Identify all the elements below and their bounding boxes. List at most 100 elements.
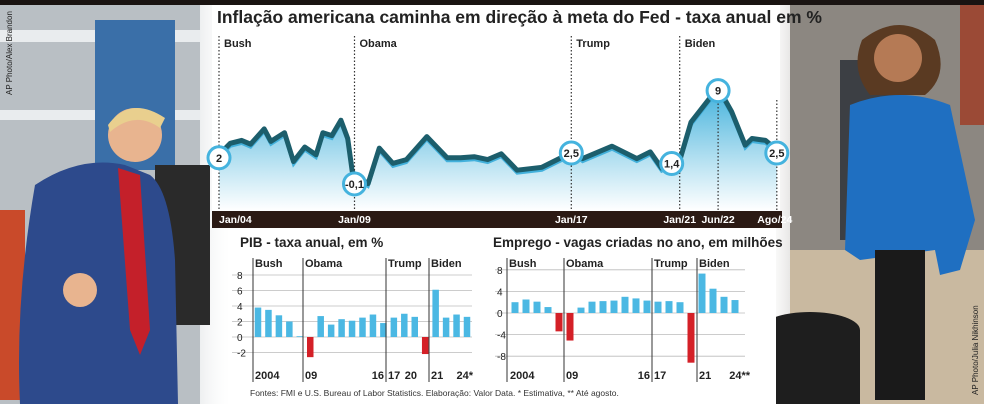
period-label-obama: Obama — [566, 258, 604, 270]
bar-2024** — [731, 300, 739, 313]
bar-2019 — [411, 316, 418, 337]
bar-2009 — [566, 313, 574, 341]
bar-2010 — [317, 316, 324, 337]
gdp-chart-title: PIB - taxa anual, em % — [240, 235, 383, 250]
x-tick-label: Jun/22 — [701, 214, 734, 226]
value-marker-circle — [764, 140, 790, 166]
x-tick-label: Jan/21 — [663, 214, 696, 226]
bar-2019 — [676, 302, 684, 313]
period-label-obama: Obama — [305, 258, 343, 270]
value-marker-label: -0,1 — [345, 179, 364, 191]
left-photo: AP Photo/Alex Brandon — [0, 5, 235, 404]
period-label-bush: Bush — [509, 258, 537, 270]
y-tick-label: -4 — [497, 331, 506, 342]
x-tick-label: 21 — [699, 370, 711, 382]
bar-2009 — [307, 337, 314, 358]
period-label-trump: Trump — [654, 258, 688, 270]
jobs-chart: 8 4 0 -4 -8 Bush Obama Trump Biden 2004 09 16 17 21 24… — [495, 258, 751, 382]
bar-2006 — [275, 315, 283, 337]
bar-2018 — [665, 301, 673, 313]
sources-footnote: Fontes: FMI e U.S. Bureau of Labor Stati… — [250, 388, 619, 398]
value-marker: 2 — [206, 145, 232, 171]
period-label-bush: Bush — [255, 258, 283, 270]
bar-2012 — [338, 319, 345, 337]
value-marker: 1,4 — [659, 151, 685, 177]
value-marker-circle — [558, 140, 584, 166]
bar-2014 — [359, 317, 366, 337]
bar-2005 — [265, 309, 272, 337]
value-marker-label: 1,4 — [664, 159, 680, 171]
period-label-obama: Obama — [360, 38, 398, 50]
jobs-chart-title: Emprego - vagas criadas no ano, em milhõ… — [493, 235, 783, 250]
bar-2015 — [369, 314, 377, 337]
bar-2023 — [453, 314, 460, 337]
bar-2006 — [533, 301, 541, 313]
bar-2012 — [599, 301, 607, 313]
x-tick-label: 20 — [405, 370, 417, 382]
bar-2004 — [254, 307, 262, 337]
y-tick-label: 8 — [237, 271, 243, 282]
bar-2014 — [621, 296, 629, 313]
right-photo: AP Photo/Julia Nikhinson — [760, 5, 984, 404]
x-tick-label: 17 — [654, 370, 666, 382]
y-tick-label: 4 — [237, 302, 243, 313]
bar-2018 — [401, 313, 408, 337]
x-tick-label: 16 — [372, 370, 384, 382]
right-photo-credit: AP Photo/Julia Nikhinson — [971, 305, 980, 395]
bar-2016 — [643, 300, 651, 313]
x-tick-label: 2004 — [510, 370, 535, 382]
x-tick-label: 17 — [388, 370, 400, 382]
period-label-biden: Biden — [431, 258, 462, 270]
bar-2008 — [296, 336, 304, 338]
y-tick-label: 2 — [237, 318, 243, 329]
bar-2013 — [610, 300, 618, 313]
value-marker-circle — [659, 151, 685, 177]
period-label-trump: Trump — [576, 38, 610, 50]
x-tick-label: 09 — [305, 370, 317, 382]
bar-2004 — [511, 302, 519, 313]
value-marker-circle — [206, 145, 232, 171]
bar-2022 — [442, 317, 450, 337]
period-label-biden: Biden — [685, 38, 716, 50]
y-tick-label: 0 — [497, 309, 503, 320]
x-tick-label: Jan/09 — [338, 214, 371, 226]
value-marker: -0,1 — [342, 171, 367, 197]
y-tick-label: -8 — [497, 352, 506, 363]
y-tick-label: 0 — [237, 333, 243, 344]
period-label-biden: Biden — [699, 258, 730, 270]
bar-2022 — [709, 288, 717, 313]
value-marker: 9 — [705, 78, 731, 104]
period-label-trump: Trump — [388, 258, 422, 270]
value-marker: 2,5 — [764, 140, 790, 166]
bar-2011 — [588, 301, 596, 313]
bar-2021 — [698, 273, 706, 313]
value-marker-circle — [342, 171, 367, 197]
bar-2011 — [327, 324, 335, 337]
x-tick-label: 16 — [638, 370, 650, 382]
value-marker-circle — [705, 78, 731, 104]
period-label-bush: Bush — [224, 38, 252, 50]
bar-2010 — [577, 307, 585, 313]
bar-2007 — [544, 307, 552, 313]
bar-2024* — [463, 316, 471, 337]
inflation-chart: Bush Obama Trump Biden 2 -0,1 2,5 1,4 9 2,5 — [206, 36, 790, 211]
inflation-chart-title: Inflação americana caminha em direção à … — [217, 7, 822, 27]
x-tick-label: 2004 — [255, 370, 280, 382]
y-tick-label: 4 — [497, 287, 503, 298]
x-tick-label: 09 — [566, 370, 578, 382]
x-tick-label: Ago/24 — [757, 214, 792, 226]
left-photo-credit: AP Photo/Alex Brandon — [5, 11, 14, 95]
value-marker-label: 2,5 — [769, 148, 784, 160]
bar-2020 — [687, 313, 695, 363]
bar-2017 — [654, 301, 662, 313]
bar-2016 — [380, 323, 387, 337]
bar-2008 — [555, 313, 563, 332]
lower-panel — [228, 228, 776, 404]
bar-2015 — [632, 298, 640, 313]
bar-2017 — [390, 317, 398, 337]
inflation-x-axis-bar — [212, 211, 782, 228]
x-tick-label: Jan/17 — [555, 214, 588, 226]
